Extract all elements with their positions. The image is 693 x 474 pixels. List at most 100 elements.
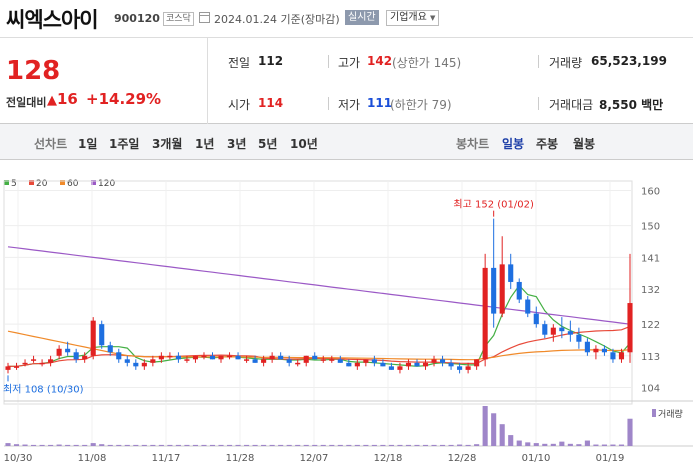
volume-bar — [533, 443, 539, 446]
volume-bar — [244, 444, 250, 446]
candle-body — [235, 355, 241, 360]
volume-value: 65,523,199 — [591, 54, 667, 68]
calendar-icon — [199, 12, 210, 23]
candle-body — [167, 355, 173, 358]
volume-bar — [397, 444, 403, 446]
volume-bar — [90, 443, 96, 446]
volume-bar — [627, 418, 633, 446]
volume-bar — [457, 444, 463, 446]
separator — [328, 55, 329, 68]
y-tick-label: 104 — [641, 383, 660, 394]
period-tabs: 선차트 1일 1주일 3개월 1년 3년 5년 10년 봉차트 일봉 주봉 월봉 — [0, 124, 693, 160]
volume-bar — [150, 444, 156, 446]
change-value: ▲16 — [47, 90, 78, 108]
candle-body — [261, 359, 267, 363]
volume-bar — [73, 444, 79, 446]
tab-1y[interactable]: 1년 — [195, 137, 215, 151]
volume-bar — [414, 444, 420, 446]
candle-body — [491, 267, 497, 314]
volume-bar — [218, 444, 224, 446]
candle-body — [90, 320, 96, 356]
tab-1d[interactable]: 1일 — [78, 137, 98, 151]
volume-bar — [439, 444, 446, 446]
upper-limit: (상한가 145) — [392, 56, 462, 70]
open-label: 시가 — [228, 98, 251, 112]
lower-limit: (하한가 79) — [390, 98, 452, 112]
volume-bar — [312, 444, 318, 446]
x-tick-label: 01/10 — [522, 453, 551, 464]
volume-bar — [405, 444, 412, 446]
candle-body — [175, 355, 181, 360]
realtime-button[interactable]: 실시간 — [345, 10, 379, 25]
volume-bar — [363, 444, 369, 446]
prev-close-label: 전일 — [228, 56, 251, 70]
candle-body — [124, 359, 130, 363]
max-price-label: 최고 152 (01/02) — [453, 199, 534, 211]
volume-bar — [610, 444, 616, 446]
company-overview-button[interactable]: 기업개요 ▼ — [386, 10, 440, 26]
candle-body — [593, 348, 599, 353]
change-amount: 16 — [57, 90, 78, 108]
candle-body — [329, 359, 335, 361]
candle-body — [218, 355, 224, 360]
volume-bar — [371, 444, 377, 446]
volume-bar — [303, 444, 309, 446]
candle-body — [252, 359, 258, 363]
candle-body — [13, 366, 20, 368]
volume-bar — [329, 444, 335, 446]
x-tick-label: 10/30 — [4, 453, 33, 464]
separator — [538, 55, 539, 68]
candle-body — [627, 303, 633, 353]
tab-candle-chart[interactable]: 봉차트 — [456, 137, 490, 151]
candle-body — [158, 355, 164, 360]
volume-bar — [346, 444, 352, 446]
tab-3y[interactable]: 3년 — [227, 137, 247, 151]
annotations: 최고 152 (01/02) 최저 108 (10/30) — [3, 199, 534, 396]
volume-bar — [618, 444, 625, 446]
separator — [538, 97, 539, 110]
volume-bar — [107, 444, 113, 446]
legend-swatch — [91, 180, 96, 185]
y-tick-label: 122 — [641, 320, 660, 331]
candle-body — [533, 313, 539, 325]
candles — [5, 218, 633, 374]
tab-3m[interactable]: 3개월 — [152, 137, 183, 151]
tab-weekly[interactable]: 주봉 — [536, 137, 559, 151]
company-overview-label: 기업개요 — [390, 12, 427, 23]
volume-bar — [516, 440, 522, 446]
legend-swatch — [60, 180, 65, 185]
x-tick-label: 11/08 — [78, 453, 107, 464]
low-value: 111 — [367, 96, 393, 110]
ma-line-60 — [7, 330, 631, 361]
candle-body — [320, 359, 326, 361]
candle-body — [39, 362, 45, 365]
separator — [328, 97, 329, 110]
candle-body — [508, 264, 514, 282]
high-value: 142 — [367, 54, 393, 68]
volume-bar — [167, 444, 173, 446]
volume-bar — [482, 406, 488, 446]
tab-5y[interactable]: 5년 — [258, 137, 278, 151]
candle-body — [99, 324, 105, 346]
tab-daily[interactable]: 일봉 — [502, 137, 525, 151]
plot-frame — [3, 180, 633, 405]
candle-body — [201, 355, 207, 358]
candle-body — [22, 362, 28, 365]
volume-bars: 거래량 — [5, 406, 683, 446]
candle-body — [56, 348, 62, 356]
volume-bar — [124, 444, 130, 446]
candle-body — [380, 362, 386, 367]
tab-1w[interactable]: 1주일 — [109, 137, 140, 151]
tab-monthly[interactable]: 월봉 — [573, 137, 596, 151]
y-tick-label: 141 — [641, 253, 660, 264]
legend-swatch — [4, 180, 9, 185]
candle-body — [312, 355, 318, 360]
legend-label: 20 — [36, 179, 48, 189]
volume-bar — [269, 444, 275, 446]
y-tick-label: 160 — [641, 187, 660, 198]
candle-body — [286, 359, 292, 363]
tab-line-chart[interactable]: 선차트 — [34, 137, 68, 151]
tab-10y[interactable]: 10년 — [290, 137, 318, 151]
volume-bar — [576, 444, 582, 446]
prev-close-value: 112 — [258, 54, 284, 68]
